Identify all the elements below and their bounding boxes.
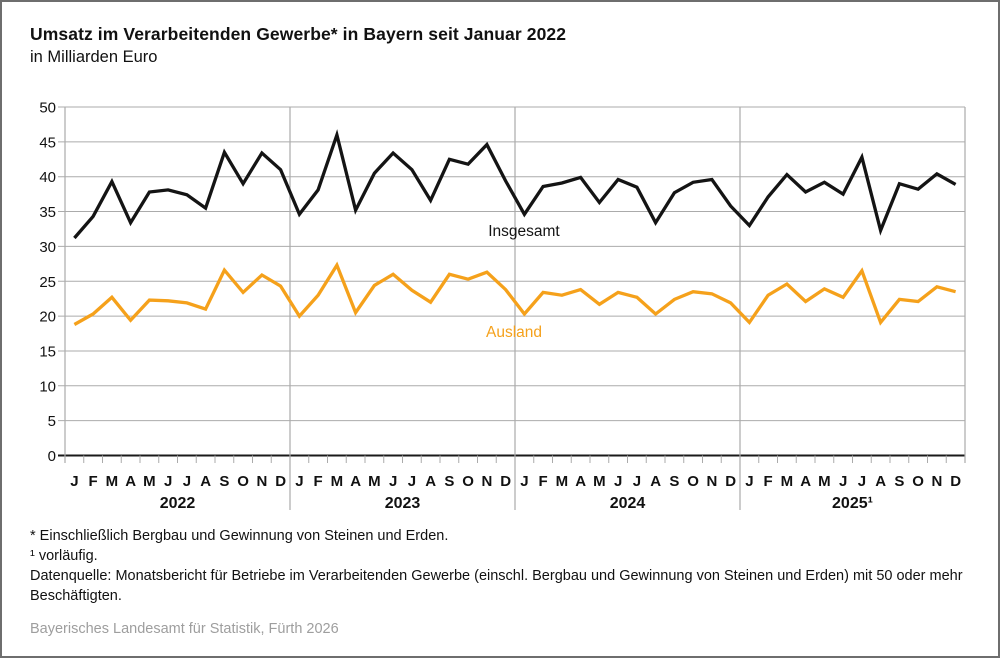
x-year-label: 2025¹ (832, 495, 873, 512)
x-month-label: F (764, 473, 773, 490)
x-month-label: F (539, 473, 548, 490)
series-label-ausland: Ausland (485, 324, 542, 341)
x-month-label: N (706, 473, 717, 490)
x-month-label: M (556, 473, 569, 490)
x-month-label: A (875, 473, 886, 490)
x-month-label: N (931, 473, 942, 490)
x-month-label: A (200, 473, 211, 490)
page-title: Umsatz im Verarbeitenden Gewerbe* in Bay… (30, 24, 567, 44)
x-month-label: A (125, 473, 136, 490)
x-month-label: O (687, 473, 699, 490)
x-month-label: O (237, 473, 249, 490)
x-month-label: J (745, 473, 753, 490)
y-axis-tick-label: 20 (39, 309, 56, 326)
x-month-label: A (650, 473, 661, 490)
y-axis-tick-label: 30 (39, 239, 56, 256)
y-axis-tick-label: 0 (48, 448, 56, 465)
x-month-label: F (89, 473, 98, 490)
x-year-label: 2024 (610, 495, 646, 512)
footnote-preliminary: ¹ vorläufig. (30, 548, 98, 564)
x-month-label: S (444, 473, 454, 490)
x-month-label: J (389, 473, 397, 490)
y-axis-tick-label: 45 (39, 134, 56, 151)
x-month-label: F (314, 473, 323, 490)
x-month-label: M (593, 473, 606, 490)
x-month-label: J (858, 473, 866, 490)
footnote-asterisk: * Einschließlich Bergbau und Gewinnung v… (30, 528, 449, 544)
y-axis-tick-label: 50 (39, 100, 56, 117)
x-month-label: J (408, 473, 416, 490)
series-line-insgesamt (73, 129, 957, 240)
x-month-label: S (219, 473, 229, 490)
x-month-label: A (425, 473, 436, 490)
y-axis-tick-label: 35 (39, 204, 56, 221)
x-month-label: A (800, 473, 811, 490)
x-month-label: M (106, 473, 119, 490)
x-year-label: 2022 (160, 495, 196, 512)
x-month-label: J (70, 473, 78, 490)
x-month-label: O (912, 473, 924, 490)
x-month-label: S (894, 473, 904, 490)
publisher-credit: Bayerisches Landesamt für Statistik, Für… (30, 621, 339, 637)
x-month-label: J (839, 473, 847, 490)
x-month-label: N (256, 473, 267, 490)
x-month-label: J (614, 473, 622, 490)
x-month-label: O (462, 473, 474, 490)
series-line-ausland (73, 261, 957, 326)
x-month-label: M (368, 473, 381, 490)
x-month-label: J (633, 473, 641, 490)
x-month-label: A (350, 473, 361, 490)
x-month-label: J (295, 473, 303, 490)
y-axis-tick-label: 5 (48, 413, 56, 430)
x-month-label: M (818, 473, 831, 490)
x-month-label: D (275, 473, 286, 490)
x-month-label: N (481, 473, 492, 490)
y-axis-tick-label: 15 (39, 343, 56, 360)
series-label-insgesamt: Insgesamt (488, 223, 560, 240)
x-month-label: M (781, 473, 794, 490)
x-month-label: D (950, 473, 961, 490)
x-month-label: J (164, 473, 172, 490)
x-month-label: M (331, 473, 344, 490)
footnote-datasource: Datenquelle: Monatsbericht für Betriebe … (30, 568, 963, 604)
x-month-label: M (143, 473, 156, 490)
x-month-label: J (520, 473, 528, 490)
x-year-label: 2023 (385, 495, 421, 512)
y-axis-tick-label: 10 (39, 378, 56, 395)
x-month-label: A (575, 473, 586, 490)
x-month-label: D (500, 473, 511, 490)
y-axis-tick-label: 25 (39, 274, 56, 291)
y-axis-tick-label: 40 (39, 169, 56, 186)
x-month-label: J (183, 473, 191, 490)
footnotes: * Einschließlich Bergbau und Gewinnung v… (30, 526, 965, 606)
page-subtitle: in Milliarden Euro (30, 48, 158, 66)
x-month-label: S (669, 473, 679, 490)
x-month-label: D (725, 473, 736, 490)
